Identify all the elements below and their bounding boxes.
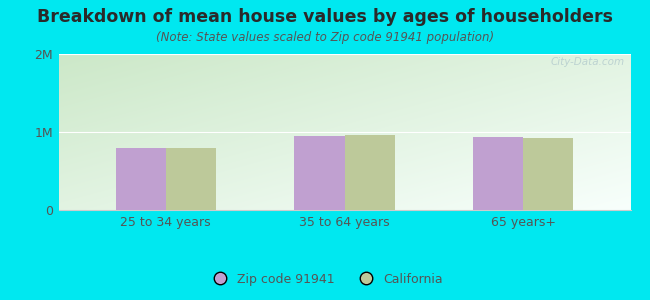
Text: Breakdown of mean house values by ages of householders: Breakdown of mean house values by ages o… [37, 8, 613, 26]
Bar [166, 148, 216, 210]
Text: City-Data.com: City-Data.com [551, 57, 625, 67]
Bar [473, 137, 523, 210]
Text: (Note: State values scaled to Zip code 91941 population): (Note: State values scaled to Zip code 9… [156, 32, 494, 44]
Bar [523, 138, 573, 210]
Bar [344, 135, 395, 210]
Bar [116, 148, 166, 210]
Bar [294, 136, 344, 210]
Legend: Zip code 91941, California: Zip code 91941, California [202, 268, 448, 291]
